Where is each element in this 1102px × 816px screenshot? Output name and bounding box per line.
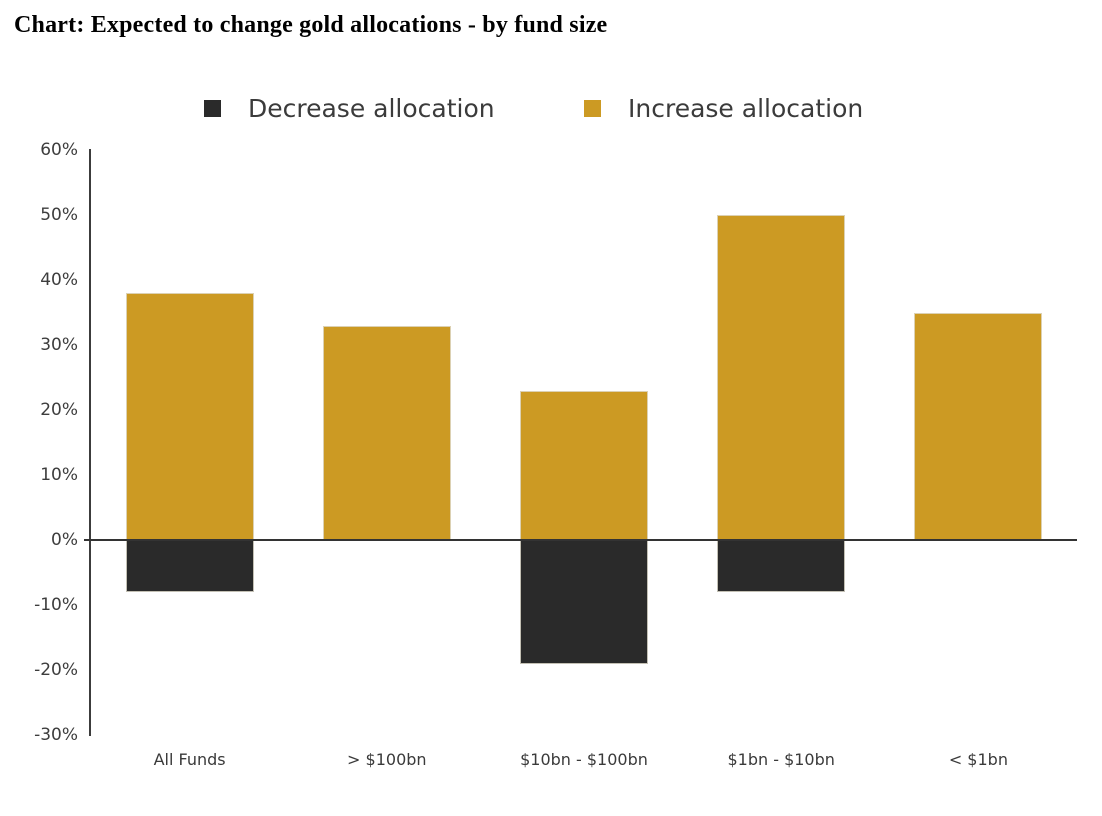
x-category-label: $10bn - $100bn [520,750,648,769]
x-category-label: > $100bn [347,750,427,769]
bar-increase [520,390,648,540]
bar-increase [322,325,451,540]
legend-swatch-increase-icon [584,100,601,117]
y-tick-label: 50% [40,205,78,225]
y-tick-label: 10% [40,465,78,485]
legend-label-decrease: Decrease allocation [248,94,495,123]
y-tick-label: 30% [40,335,78,355]
x-category-label: $1bn - $10bn [727,750,835,769]
bar-decrease [520,540,648,664]
y-tick-label: 60% [40,140,78,160]
bar-decrease [717,540,846,592]
y-tick-label: 20% [40,400,78,420]
legend-item-increase: Increase allocation [584,94,863,123]
y-tick-label: 0% [51,530,78,550]
y-tick-label: -30% [34,725,78,745]
bar-increase [914,312,1043,540]
legend-label-increase: Increase allocation [628,94,864,123]
y-tick-label: -20% [34,660,78,680]
bar-decrease [125,540,254,592]
zero-baseline [84,539,1077,541]
y-tick-label: -10% [34,595,78,615]
y-tick-label: 40% [40,270,78,290]
bar-increase [717,215,846,540]
y-axis-line [89,149,91,736]
x-category-label: All Funds [153,750,226,769]
chart-title: Chart: Expected to change gold allocatio… [14,12,608,38]
x-category-label: < $1bn [948,750,1008,769]
legend-swatch-decrease-icon [204,100,221,117]
legend-item-decrease: Decrease allocation [204,94,495,123]
bar-increase [125,293,254,540]
